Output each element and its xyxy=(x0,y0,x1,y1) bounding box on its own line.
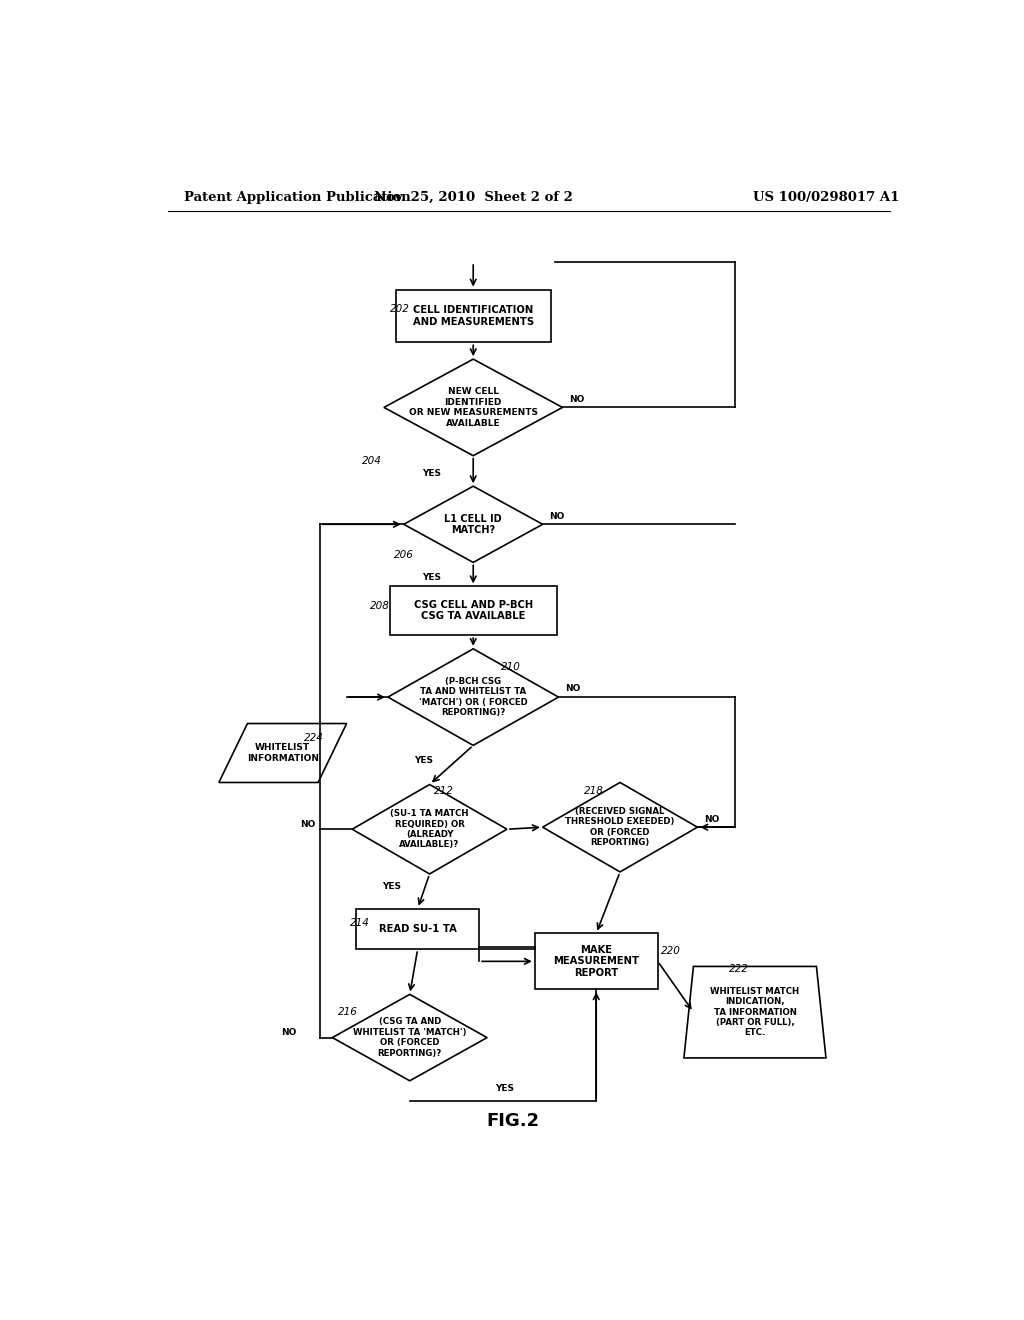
Text: (RECEIVED SIGNAL
THRESHOLD EXEEDED)
OR (FORCED
REPORTING): (RECEIVED SIGNAL THRESHOLD EXEEDED) OR (… xyxy=(565,807,675,847)
Text: 202: 202 xyxy=(390,304,410,314)
Text: 218: 218 xyxy=(585,785,604,796)
Text: WHITELIST
INFORMATION: WHITELIST INFORMATION xyxy=(247,743,318,763)
Text: 222: 222 xyxy=(729,965,749,974)
Text: 206: 206 xyxy=(394,550,414,560)
Text: (CSG TA AND
WHITELIST TA 'MATCH')
OR (FORCED
REPORTING)?: (CSG TA AND WHITELIST TA 'MATCH') OR (FO… xyxy=(353,1018,467,1057)
Text: YES: YES xyxy=(422,470,440,478)
Text: NO: NO xyxy=(703,814,719,824)
Text: 208: 208 xyxy=(370,601,390,611)
Text: READ SU-1 TA: READ SU-1 TA xyxy=(379,924,457,933)
Text: WHITELIST MATCH
INDICATION,
TA INFORMATION
(PART OR FULL),
ETC.: WHITELIST MATCH INDICATION, TA INFORMATI… xyxy=(711,987,800,1038)
Text: 212: 212 xyxy=(433,785,454,796)
Text: (SU-1 TA MATCH
REQUIRED) OR
(ALREADY
AVAILABLE)?: (SU-1 TA MATCH REQUIRED) OR (ALREADY AVA… xyxy=(390,809,469,849)
Text: NO: NO xyxy=(549,512,564,520)
Text: NO: NO xyxy=(301,820,316,829)
Text: NO: NO xyxy=(565,685,581,693)
Text: 214: 214 xyxy=(350,917,370,928)
Text: CSG CELL AND P-BCH
CSG TA AVAILABLE: CSG CELL AND P-BCH CSG TA AVAILABLE xyxy=(414,599,532,622)
Text: YES: YES xyxy=(495,1085,514,1093)
Text: (P-BCH CSG
TA AND WHITELIST TA
'MATCH') OR ( FORCED
REPORTING)?: (P-BCH CSG TA AND WHITELIST TA 'MATCH') … xyxy=(419,677,527,717)
Text: FIG.2: FIG.2 xyxy=(486,1111,540,1130)
Text: 210: 210 xyxy=(501,661,521,672)
Text: 220: 220 xyxy=(662,946,681,956)
Text: US 100/0298017 A1: US 100/0298017 A1 xyxy=(754,190,899,203)
Bar xyxy=(535,933,657,989)
Text: YES: YES xyxy=(422,573,440,582)
Text: 216: 216 xyxy=(338,1007,358,1018)
Text: 204: 204 xyxy=(362,457,382,466)
Text: NEW CELL
IDENTIFIED
OR NEW MEASUREMENTS
AVAILABLE: NEW CELL IDENTIFIED OR NEW MEASUREMENTS … xyxy=(409,387,538,428)
Text: Patent Application Publication: Patent Application Publication xyxy=(183,190,411,203)
Text: L1 CELL ID
MATCH?: L1 CELL ID MATCH? xyxy=(444,513,502,535)
Text: NO: NO xyxy=(281,1028,296,1038)
Text: YES: YES xyxy=(382,882,401,891)
Text: NO: NO xyxy=(569,395,585,404)
Text: Nov. 25, 2010  Sheet 2 of 2: Nov. 25, 2010 Sheet 2 of 2 xyxy=(374,190,572,203)
Text: CELL IDENTIFICATION
AND MEASUREMENTS: CELL IDENTIFICATION AND MEASUREMENTS xyxy=(413,305,534,327)
Text: 224: 224 xyxy=(304,733,324,743)
Bar xyxy=(390,586,557,635)
Text: YES: YES xyxy=(414,756,433,766)
Text: MAKE
MEASUREMENT
REPORT: MAKE MEASUREMENT REPORT xyxy=(553,945,639,978)
Bar xyxy=(396,289,551,342)
Bar xyxy=(356,908,479,949)
